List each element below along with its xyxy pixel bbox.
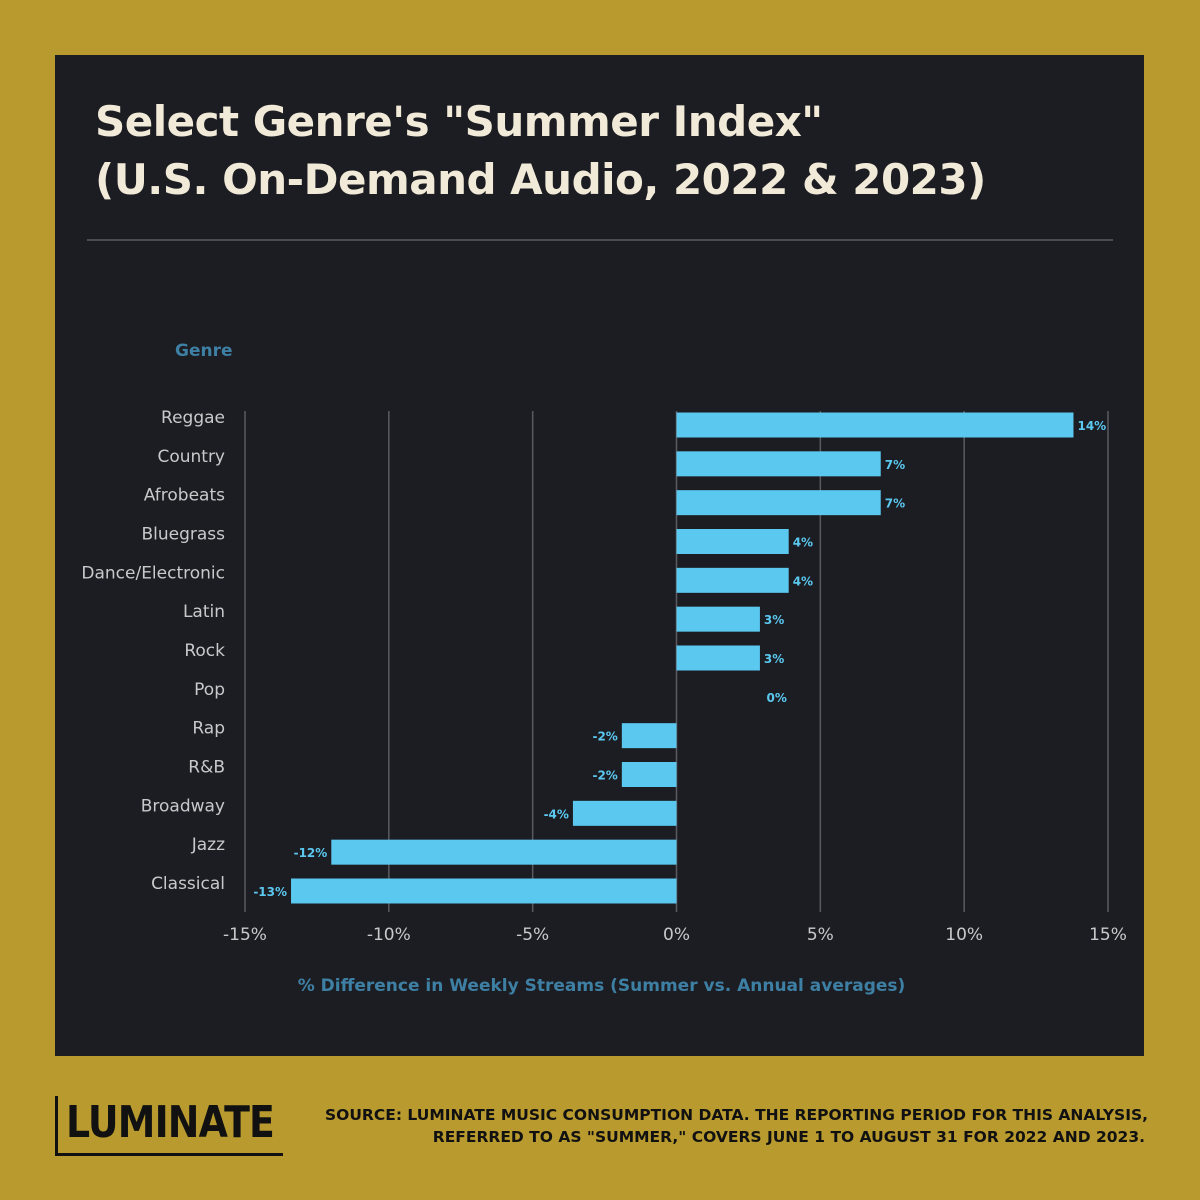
chart-panel: Select Genre's "Summer Index" (U.S. On-D… — [55, 55, 1144, 1056]
chart-title-line-1: Select Genre's "Summer Index" — [95, 97, 823, 146]
category-label: Latin — [183, 602, 225, 622]
data-label: 7% — [885, 497, 905, 511]
bar-classical — [291, 878, 677, 904]
bar-reggae — [676, 412, 1074, 438]
chart-title: Select Genre's "Summer Index" (U.S. On-D… — [95, 93, 986, 209]
bar-broadway — [572, 800, 677, 826]
bar-r-b — [621, 762, 677, 787]
category-label: R&B — [188, 758, 225, 778]
bar-afrobeats — [676, 490, 881, 516]
x-tick-label: -15% — [223, 925, 267, 945]
source-line-1: SOURCE: LUMINATE MUSIC CONSUMPTION DATA.… — [325, 1106, 1149, 1124]
data-label: -2% — [592, 769, 617, 783]
x-tick-label: -5% — [516, 925, 549, 945]
data-label: -2% — [592, 730, 617, 744]
source-note: SOURCE: LUMINATE MUSIC CONSUMPTION DATA.… — [325, 1104, 1149, 1148]
category-label: Reggae — [161, 408, 225, 428]
x-axis-title: % Difference in Weekly Streams (Summer v… — [297, 976, 906, 996]
data-label: 7% — [885, 458, 905, 472]
bar-rock — [676, 645, 760, 671]
data-label: 3% — [764, 613, 784, 627]
data-label: -13% — [253, 885, 287, 899]
category-label: Rap — [192, 719, 225, 739]
data-label: 0% — [767, 691, 787, 705]
category-label: Country — [157, 447, 225, 467]
logo-wordmark: LUMINATE — [66, 1097, 275, 1148]
category-label: Jazz — [191, 835, 225, 855]
category-label: Rock — [184, 641, 225, 661]
category-label: Broadway — [141, 796, 225, 816]
data-label: 4% — [793, 536, 813, 550]
x-tick-label: 15% — [1089, 925, 1127, 945]
data-label: 4% — [793, 574, 813, 588]
bar-dance-electronic — [676, 567, 789, 593]
source-line-2: REFERRED TO AS "SUMMER," COVERS JUNE 1 T… — [432, 1128, 1145, 1146]
bar-latin — [676, 606, 760, 632]
genre-axis-title: Genre — [175, 341, 233, 361]
data-label: 14% — [1077, 419, 1106, 433]
title-divider — [87, 239, 1113, 241]
data-label: 3% — [764, 652, 784, 666]
bar-chart: -15% -10% -5% 0% 5% 10% 15% Reggae 14% Country 7% A… — [81, 408, 1127, 945]
bar-jazz — [331, 839, 677, 865]
bar-country — [676, 451, 881, 477]
category-label: Bluegrass — [141, 525, 225, 545]
bar-bluegrass — [676, 529, 789, 554]
x-tick-label: 10% — [945, 925, 983, 945]
data-label: -12% — [294, 846, 328, 860]
x-tick-label: 5% — [807, 925, 834, 945]
x-tick-label: -10% — [367, 925, 411, 945]
luminate-logo: LUMINATE — [55, 1096, 283, 1156]
category-label: Classical — [151, 874, 225, 894]
chart-title-line-2: (U.S. On-Demand Audio, 2022 & 2023) — [95, 155, 986, 204]
category-label: Dance/Electronic — [81, 563, 225, 583]
category-label: Pop — [194, 680, 225, 700]
data-label: -4% — [544, 807, 569, 821]
bar-rap — [621, 723, 677, 749]
x-tick-label: 0% — [663, 925, 690, 945]
category-label: Afrobeats — [144, 486, 225, 506]
